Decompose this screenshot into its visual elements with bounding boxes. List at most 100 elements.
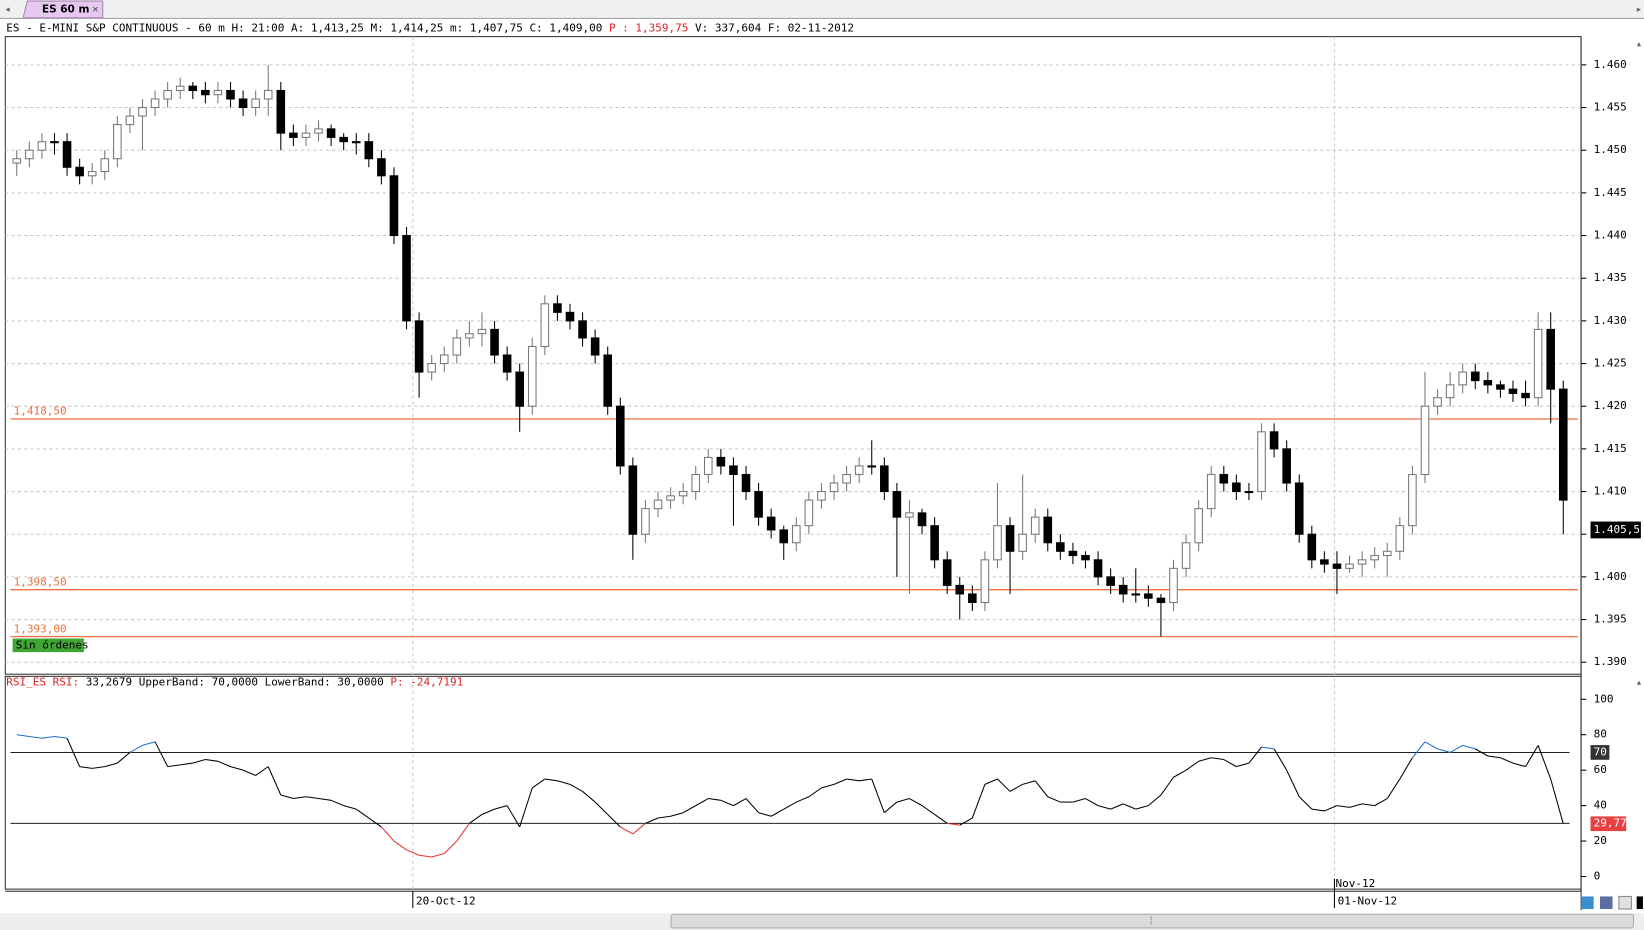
rsi-segment bbox=[1034, 780, 1049, 798]
rsi-segment bbox=[443, 840, 458, 854]
rsi-segment bbox=[1437, 748, 1451, 753]
candle-body bbox=[1408, 473, 1417, 527]
rsi-segment bbox=[1500, 757, 1514, 764]
candle-body bbox=[1332, 563, 1342, 569]
candle-body bbox=[1521, 392, 1530, 399]
rsi-segment bbox=[1298, 796, 1313, 810]
candle-body bbox=[641, 508, 650, 535]
candle-body bbox=[766, 516, 776, 531]
candle-body bbox=[452, 337, 462, 356]
pin-icon[interactable] bbox=[1618, 895, 1632, 910]
orders-badge bbox=[12, 638, 84, 653]
candle-body bbox=[75, 166, 84, 177]
rsi-segment bbox=[1248, 746, 1262, 764]
candle-body bbox=[603, 354, 613, 407]
rsi-segment bbox=[1399, 757, 1413, 780]
candle-body bbox=[1244, 491, 1254, 494]
candle-body bbox=[1169, 567, 1178, 604]
rsi-segment bbox=[921, 805, 935, 815]
panel-icon[interactable] bbox=[1636, 896, 1643, 910]
last-price-box bbox=[1590, 521, 1641, 539]
rsi-segment bbox=[494, 805, 508, 810]
candle-body bbox=[792, 525, 801, 544]
rsi-segment bbox=[557, 780, 571, 785]
y-tick-label: 1.450 bbox=[1594, 143, 1627, 156]
candle-body bbox=[226, 89, 235, 100]
rsi-segment bbox=[632, 822, 646, 835]
order-line-label: 1,393,00 bbox=[14, 622, 67, 635]
candle-body bbox=[1269, 431, 1279, 450]
candle-body bbox=[1257, 431, 1266, 493]
candle-body bbox=[1056, 542, 1065, 552]
rsi-segment bbox=[29, 735, 42, 739]
scroll-left[interactable]: ◂ bbox=[4, 2, 11, 15]
rsi-segment bbox=[1424, 741, 1438, 750]
candle-body bbox=[1106, 576, 1115, 586]
tab-close[interactable]: × bbox=[92, 2, 99, 15]
rsi-segment bbox=[280, 794, 294, 800]
refresh-icon[interactable] bbox=[1581, 896, 1594, 910]
rsi-segment bbox=[896, 798, 910, 803]
candle-body bbox=[377, 158, 386, 177]
pane-arrow[interactable]: ▴ bbox=[1636, 676, 1643, 689]
rsi-segment bbox=[1487, 755, 1501, 759]
rsi-segment bbox=[305, 796, 319, 800]
header-part: P: bbox=[390, 676, 410, 689]
rsi-segment bbox=[695, 798, 709, 807]
scroll-right[interactable]: ▸ bbox=[1636, 2, 1643, 15]
rsi-segment bbox=[1512, 762, 1526, 768]
candle-body bbox=[615, 405, 625, 467]
candle-body bbox=[351, 141, 361, 144]
rsi-segment bbox=[469, 814, 483, 824]
y-tick-label: 1.445 bbox=[1594, 186, 1627, 199]
rsi-segment bbox=[180, 762, 193, 766]
candle-body bbox=[1219, 473, 1229, 484]
candle-body bbox=[276, 89, 286, 134]
rsi-segment bbox=[1374, 798, 1388, 807]
rsi-segment bbox=[519, 787, 533, 828]
rsi-segment bbox=[54, 735, 68, 739]
candle-body bbox=[339, 136, 348, 143]
candle-body bbox=[113, 124, 122, 160]
candle-body bbox=[942, 559, 952, 586]
candle-body bbox=[301, 132, 311, 138]
rsi-segment bbox=[1273, 748, 1288, 771]
candle-body bbox=[1131, 593, 1141, 596]
rsi-segment bbox=[947, 822, 960, 826]
rsi-segment bbox=[682, 805, 696, 814]
rsi-segment bbox=[1362, 803, 1375, 807]
candle-body bbox=[1345, 563, 1354, 569]
candle-body bbox=[314, 128, 323, 134]
rsi-segment bbox=[355, 808, 370, 819]
rsi-segment bbox=[1047, 796, 1061, 803]
candle-body bbox=[1144, 593, 1153, 599]
tab[interactable] bbox=[22, 0, 104, 19]
y-tick-label: 1.400 bbox=[1594, 570, 1627, 583]
header-part: ES - E-MINI S&P CONTINUOUS - 60 m H: 21:… bbox=[6, 21, 609, 34]
rsi-segment bbox=[871, 778, 885, 813]
rsi-segment bbox=[481, 808, 495, 815]
last-value-box bbox=[1590, 816, 1627, 832]
candle-body bbox=[1496, 384, 1505, 390]
candle-body bbox=[62, 141, 72, 168]
scrollbar-thumb[interactable] bbox=[670, 913, 1635, 929]
rsi-segment bbox=[1336, 805, 1350, 808]
candle-body bbox=[1433, 397, 1442, 407]
candle-body bbox=[716, 456, 726, 467]
save-icon[interactable] bbox=[1599, 896, 1613, 910]
rsi-segment bbox=[1148, 794, 1162, 807]
rsi-segment bbox=[657, 815, 671, 819]
y-tick-label: 1.440 bbox=[1594, 229, 1627, 242]
rsi-segment bbox=[883, 801, 898, 814]
rsi-segment bbox=[959, 817, 973, 826]
candle-body bbox=[1093, 559, 1103, 578]
header-part: P : 1,359,75 bbox=[609, 21, 695, 34]
rsi-segment bbox=[607, 814, 621, 828]
candle-body bbox=[1194, 508, 1203, 544]
rsi-segment bbox=[167, 764, 181, 768]
candle-body bbox=[37, 141, 47, 151]
band-box bbox=[1590, 745, 1610, 760]
rsi-segment bbox=[1211, 757, 1224, 761]
rsi-segment bbox=[846, 778, 860, 782]
pane-arrow[interactable]: ▴ bbox=[1636, 37, 1643, 50]
